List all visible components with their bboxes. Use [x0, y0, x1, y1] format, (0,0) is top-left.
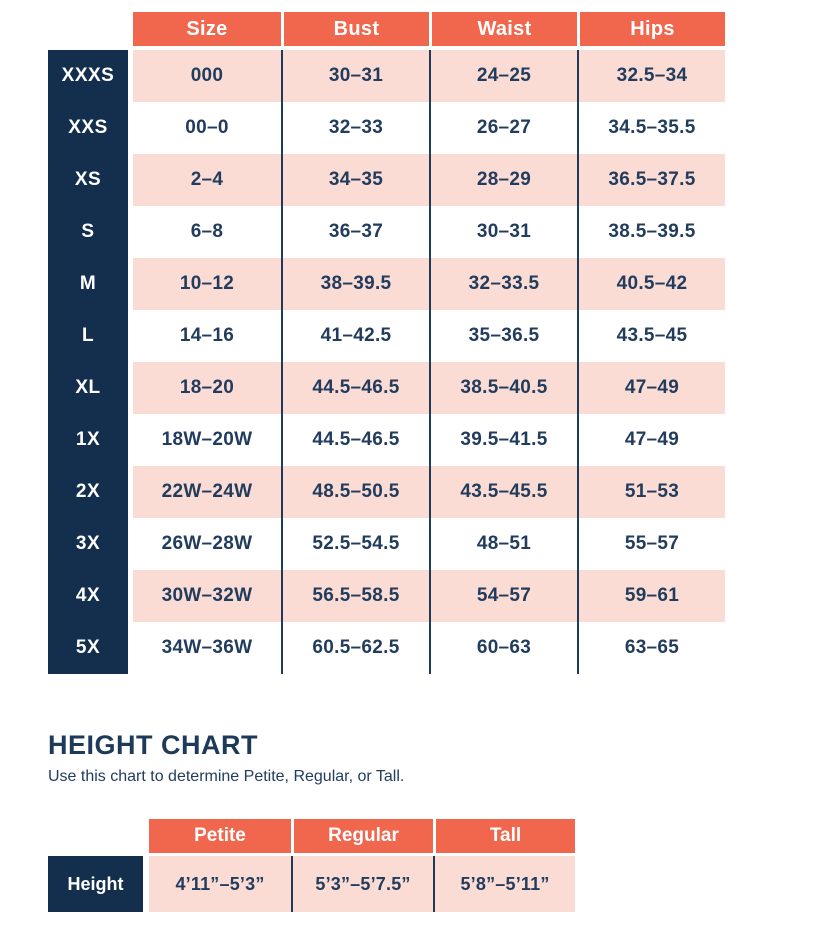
- tall-height-value: 5’8”–5’11”: [433, 856, 575, 912]
- size-value: 18–20: [179, 377, 235, 398]
- waist-value: 32–33.5: [429, 258, 577, 310]
- size-value: 22W–24W: [161, 481, 253, 502]
- row-label-xxxs: XXXS: [61, 65, 115, 86]
- bust-value: 36–37: [281, 206, 429, 258]
- size-chart-body: Size Bust Waist Hips 000 30–31 24–25 32.5–34 00…: [133, 12, 725, 674]
- row-label-xs: XS: [74, 169, 102, 190]
- bust-value: 48.5–50.5: [281, 466, 429, 518]
- hips-value: 32.5–34: [577, 50, 725, 102]
- waist-value: 48–51: [429, 518, 577, 570]
- size-value: 30W–32W: [161, 585, 253, 606]
- waist-value: 54–57: [429, 570, 577, 622]
- hips-value: 47–49: [577, 362, 725, 414]
- column-header-size: Size: [133, 12, 281, 46]
- size-row-3x: 26W–28W 52.5–54.5 48–51 55–57: [133, 518, 725, 570]
- petite-height-value: 4’11”–5’3”: [175, 873, 265, 894]
- bust-value: 56.5–58.5: [281, 570, 429, 622]
- hips-value: 51–53: [577, 466, 725, 518]
- row-label-4x: 4X: [75, 585, 101, 606]
- waist-value: 30–31: [429, 206, 577, 258]
- height-chart-section: HEIGHT CHART Use this chart to determine…: [48, 730, 828, 912]
- hips-value: 43.5–45: [577, 310, 725, 362]
- hips-value: 36.5–37.5: [577, 154, 725, 206]
- size-row-xl: 18–20 44.5–46.5 38.5–40.5 47–49: [133, 362, 725, 414]
- waist-value: 39.5–41.5: [429, 414, 577, 466]
- bust-value: 34–35: [281, 154, 429, 206]
- size-row-4x: 30W–32W 56.5–58.5 54–57 59–61: [133, 570, 725, 622]
- height-chart-title: HEIGHT CHART: [48, 730, 258, 760]
- bust-value: 32–33: [281, 102, 429, 154]
- row-label-2x: 2X: [75, 481, 101, 502]
- height-chart-header-row: Petite Regular Tall: [149, 819, 575, 853]
- size-row-1x: 18W–20W 44.5–46.5 39.5–41.5 47–49: [133, 414, 725, 466]
- bust-value: 38–39.5: [281, 258, 429, 310]
- size-chart-rows: 000 30–31 24–25 32.5–34 00–0 32–33 26–27 34.5–3…: [133, 50, 725, 674]
- height-chart-subtitle: Use this chart to determine Petite, Regu…: [48, 768, 405, 785]
- height-chart-body: Petite Regular Tall 4’11”–5’3” 5’3”–5’7.5” 5…: [149, 819, 575, 912]
- size-row-xxs: 00–0 32–33 26–27 34.5–35.5: [133, 102, 725, 154]
- hips-value: 40.5–42: [577, 258, 725, 310]
- waist-value: 43.5–45.5: [429, 466, 577, 518]
- height-chart-table: Height Petite Regular Tall 4’11”–5’3” 5’3”–…: [48, 819, 828, 912]
- size-value: 34W–36W: [161, 637, 253, 658]
- height-chart-value-row: 4’11”–5’3” 5’3”–5’7.5” 5’8”–5’11”: [149, 856, 575, 912]
- row-label-s: S: [81, 221, 95, 242]
- bust-value: 44.5–46.5: [281, 414, 429, 466]
- hips-value: 47–49: [577, 414, 725, 466]
- hips-value: 34.5–35.5: [577, 102, 725, 154]
- column-header-petite: Petite: [149, 819, 291, 853]
- row-label-xl: XL: [75, 377, 101, 398]
- waist-value: 24–25: [429, 50, 577, 102]
- row-label-1x: 1X: [75, 429, 101, 450]
- hips-value: 55–57: [577, 518, 725, 570]
- waist-value: 28–29: [429, 154, 577, 206]
- row-label-l: L: [81, 325, 95, 346]
- column-header-waist: Waist: [429, 12, 577, 46]
- regular-height-value: 5’3”–5’7.5”: [291, 856, 433, 912]
- column-header-regular: Regular: [291, 819, 433, 853]
- column-header-tall: Tall: [433, 819, 575, 853]
- hips-value: 38.5–39.5: [577, 206, 725, 258]
- size-guide-page: XXXS XXS XS S M L XL 1X 2X 3X 4X 5X Size Bust Waist Hi…: [48, 0, 828, 912]
- bust-value: 52.5–54.5: [281, 518, 429, 570]
- size-chart-table: XXXS XXS XS S M L XL 1X 2X 3X 4X 5X Size Bust Waist Hi…: [48, 0, 828, 674]
- size-value: 00–0: [185, 117, 229, 138]
- size-row-xs: 2–4 34–35 28–29 36.5–37.5: [133, 154, 725, 206]
- size-value: 18W–20W: [161, 429, 253, 450]
- size-value: 14–16: [179, 325, 235, 346]
- waist-value: 60–63: [429, 622, 577, 674]
- height-row-label: Height: [48, 856, 143, 912]
- size-value: 26W–28W: [161, 533, 253, 554]
- size-row-l: 14–16 41–42.5 35–36.5 43.5–45: [133, 310, 725, 362]
- size-value: 6–8: [190, 221, 224, 242]
- hips-value: 63–65: [577, 622, 725, 674]
- bust-value: 44.5–46.5: [281, 362, 429, 414]
- size-row-xxxs: 000 30–31 24–25 32.5–34: [133, 50, 725, 102]
- column-header-bust: Bust: [281, 12, 429, 46]
- hips-value: 59–61: [577, 570, 725, 622]
- waist-value: 38.5–40.5: [429, 362, 577, 414]
- waist-value: 26–27: [429, 102, 577, 154]
- size-row-s: 6–8 36–37 30–31 38.5–39.5: [133, 206, 725, 258]
- size-value: 10–12: [179, 273, 235, 294]
- bust-value: 60.5–62.5: [281, 622, 429, 674]
- row-label-3x: 3X: [75, 533, 101, 554]
- row-label-m: M: [79, 273, 97, 294]
- size-chart-row-labels: XXXS XXS XS S M L XL 1X 2X 3X 4X 5X: [48, 50, 128, 674]
- bust-value: 30–31: [281, 50, 429, 102]
- row-label-5x: 5X: [75, 637, 101, 658]
- size-value: 000: [190, 65, 224, 86]
- bust-value: 41–42.5: [281, 310, 429, 362]
- size-row-2x: 22W–24W 48.5–50.5 43.5–45.5 51–53: [133, 466, 725, 518]
- size-row-5x: 34W–36W 60.5–62.5 60–63 63–65: [133, 622, 725, 674]
- size-chart-header-row: Size Bust Waist Hips: [133, 12, 725, 46]
- row-label-xxs: XXS: [68, 117, 108, 138]
- column-header-hips: Hips: [577, 12, 725, 46]
- size-value: 2–4: [190, 169, 224, 190]
- waist-value: 35–36.5: [429, 310, 577, 362]
- size-row-m: 10–12 38–39.5 32–33.5 40.5–42: [133, 258, 725, 310]
